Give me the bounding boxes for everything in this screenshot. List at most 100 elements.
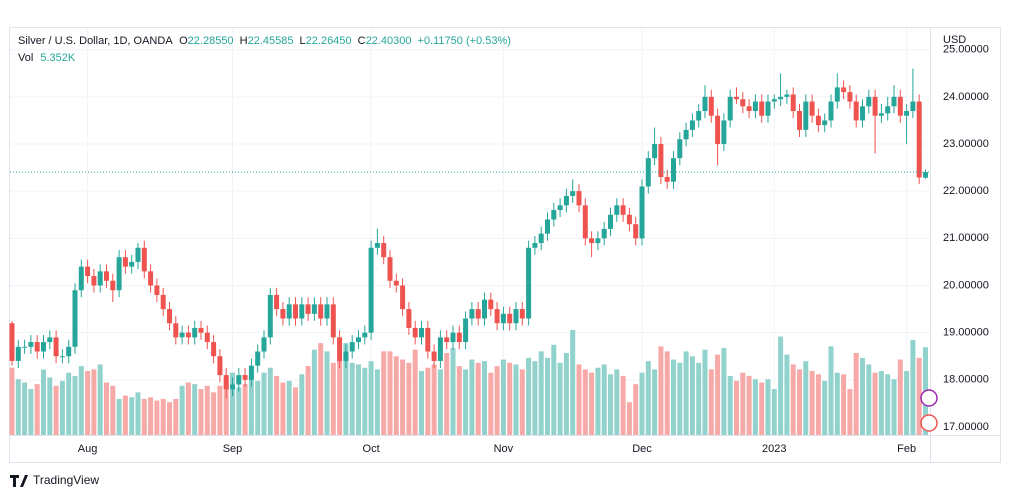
volume-bar bbox=[280, 382, 286, 435]
legend-title: Silver / U.S. Dollar, 1D, OANDA bbox=[18, 35, 173, 47]
volume-bar bbox=[841, 374, 847, 435]
y-tick-label: 25.00000 bbox=[943, 44, 989, 56]
candle-body bbox=[261, 337, 267, 352]
candle-body bbox=[280, 309, 286, 319]
change-value: +0.11750 (+0.53%) bbox=[418, 35, 511, 47]
volume-bar bbox=[507, 362, 513, 435]
volume-bar bbox=[293, 387, 298, 435]
candle-body bbox=[267, 294, 273, 338]
volume-value: 5.352K bbox=[40, 52, 76, 64]
candle-body bbox=[412, 327, 418, 338]
volume-bar bbox=[223, 377, 229, 435]
volume-bar bbox=[822, 380, 828, 435]
candle-body bbox=[72, 290, 78, 347]
candle-body bbox=[689, 120, 695, 130]
candle-body bbox=[626, 214, 632, 225]
volume-bar bbox=[752, 379, 758, 435]
candle-body bbox=[494, 309, 500, 324]
currency-box bbox=[931, 28, 1000, 48]
volume-bar bbox=[387, 351, 393, 435]
candle-body bbox=[53, 337, 59, 357]
candle-body bbox=[708, 96, 714, 116]
volume-bar bbox=[66, 372, 72, 435]
candle-body bbox=[891, 96, 897, 107]
volume-bar bbox=[381, 351, 387, 435]
event-icon[interactable] bbox=[920, 414, 938, 432]
volume-bar bbox=[765, 379, 771, 435]
candle-body bbox=[664, 177, 670, 182]
candle-body bbox=[500, 313, 506, 324]
volume-bar bbox=[374, 369, 380, 435]
candle-body bbox=[78, 266, 84, 291]
candle-body bbox=[652, 144, 658, 159]
candle-body bbox=[916, 101, 922, 178]
candle-body bbox=[872, 96, 878, 116]
volume-bar bbox=[538, 351, 544, 435]
candle-body bbox=[154, 285, 160, 295]
high-label: H bbox=[240, 35, 248, 47]
volume-bar bbox=[267, 367, 273, 435]
candle-body bbox=[469, 309, 475, 319]
y-tick-label: 24.00000 bbox=[943, 91, 989, 103]
volume-bar bbox=[683, 351, 689, 435]
y-tick-label: 18.00000 bbox=[943, 374, 989, 386]
candle-body bbox=[85, 266, 91, 277]
candle-body bbox=[148, 271, 154, 286]
y-tick-label: 19.00000 bbox=[943, 327, 989, 339]
volume-bar bbox=[286, 380, 292, 435]
volume-bar bbox=[437, 369, 443, 435]
candle-body bbox=[513, 309, 519, 324]
candle-body bbox=[179, 332, 185, 338]
volume-bar bbox=[261, 372, 267, 435]
volume-bar bbox=[34, 384, 40, 435]
volume-bar bbox=[771, 389, 777, 435]
volume-bar bbox=[444, 352, 450, 435]
candle-body bbox=[406, 309, 412, 328]
volume-bar bbox=[696, 362, 702, 435]
volume-bar bbox=[425, 367, 431, 435]
candle-body bbox=[538, 233, 544, 244]
candle-body bbox=[589, 238, 595, 244]
candle-body bbox=[878, 113, 884, 116]
candle-body bbox=[885, 106, 891, 114]
volume-bar bbox=[633, 384, 639, 435]
candle-body bbox=[759, 101, 765, 116]
candle-body bbox=[904, 111, 910, 116]
candle-body bbox=[236, 375, 242, 385]
candle-body bbox=[752, 101, 758, 112]
candle-body bbox=[897, 96, 903, 116]
volume-bar bbox=[853, 352, 859, 435]
candle-body bbox=[286, 304, 292, 319]
volume-bar bbox=[47, 377, 53, 435]
candle-body bbox=[519, 309, 525, 319]
x-tick-label: 2023 bbox=[762, 443, 786, 455]
volume-bar bbox=[122, 395, 128, 435]
volume-bar bbox=[456, 366, 462, 435]
candle-body bbox=[595, 238, 601, 244]
candle-body bbox=[563, 195, 569, 206]
candle-body bbox=[122, 257, 128, 267]
candle-body bbox=[274, 294, 280, 310]
volume-bar bbox=[897, 359, 903, 435]
event-icon[interactable] bbox=[920, 389, 938, 407]
volume-bar bbox=[116, 398, 122, 435]
candle-body bbox=[803, 101, 809, 130]
volume-bar bbox=[217, 385, 223, 435]
volume-bar bbox=[671, 359, 676, 435]
candle-body bbox=[683, 129, 689, 140]
candle-body bbox=[532, 243, 538, 248]
candle-body bbox=[456, 332, 462, 343]
candle-body bbox=[211, 342, 217, 357]
volume-bar bbox=[28, 389, 34, 435]
x-tick-label: Dec bbox=[632, 443, 652, 455]
volume-bar bbox=[702, 349, 708, 435]
candle-body bbox=[337, 337, 343, 361]
volume-bar bbox=[545, 357, 550, 435]
candle-body bbox=[41, 342, 46, 352]
candle-body bbox=[431, 351, 437, 361]
volume-bar bbox=[916, 357, 922, 435]
volume-bar bbox=[809, 371, 815, 435]
volume-bar bbox=[22, 382, 28, 435]
